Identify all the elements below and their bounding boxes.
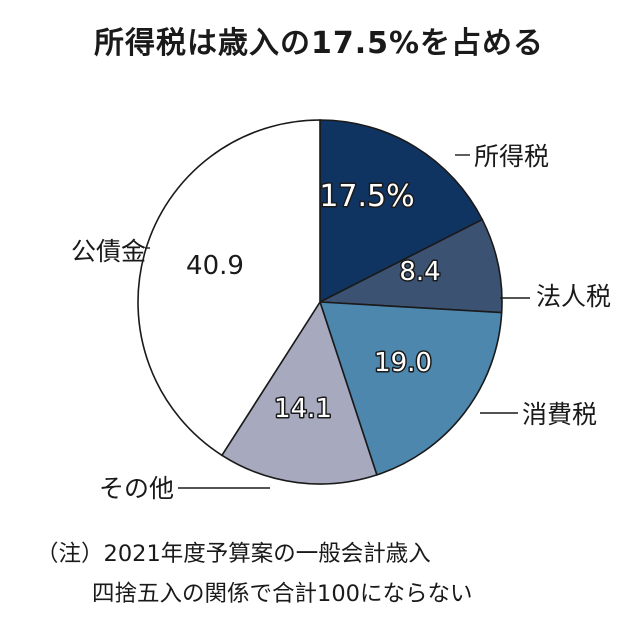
pie-slice [220,300,378,485]
footnote-line-2: 四捨五入の関係で合計100にならない [92,581,473,607]
pie-chart: 所得税 17.5% 法人税 8.4 消費税 19.0 その他 14.1 公債金 40.9 [71,119,611,503]
slice-category-label: 消費税 [522,400,597,429]
slice-value-label: 19.0 [374,348,432,378]
slice-value-label: 17.5% [319,179,414,214]
slice-value-label: 14.1 [274,394,332,424]
pie-slice [317,218,503,314]
chart-title: 所得税は歳入の17.5%を占める [93,26,545,61]
slice-category-label: 所得税 [474,142,549,171]
footnote-line-1: （注）2021年度予算案の一般会計歳入 [36,541,431,567]
slice-category-label: その他 [99,474,174,503]
slice-value-label: 40.9 [186,251,244,281]
pie-slice [137,119,321,457]
pie-slice [319,119,484,304]
pie-slice [318,301,503,476]
slice-category-label: 公債金 [71,237,146,266]
slice-value-label: 8.4 [399,257,440,287]
slice-category-label: 法人税 [536,282,611,311]
